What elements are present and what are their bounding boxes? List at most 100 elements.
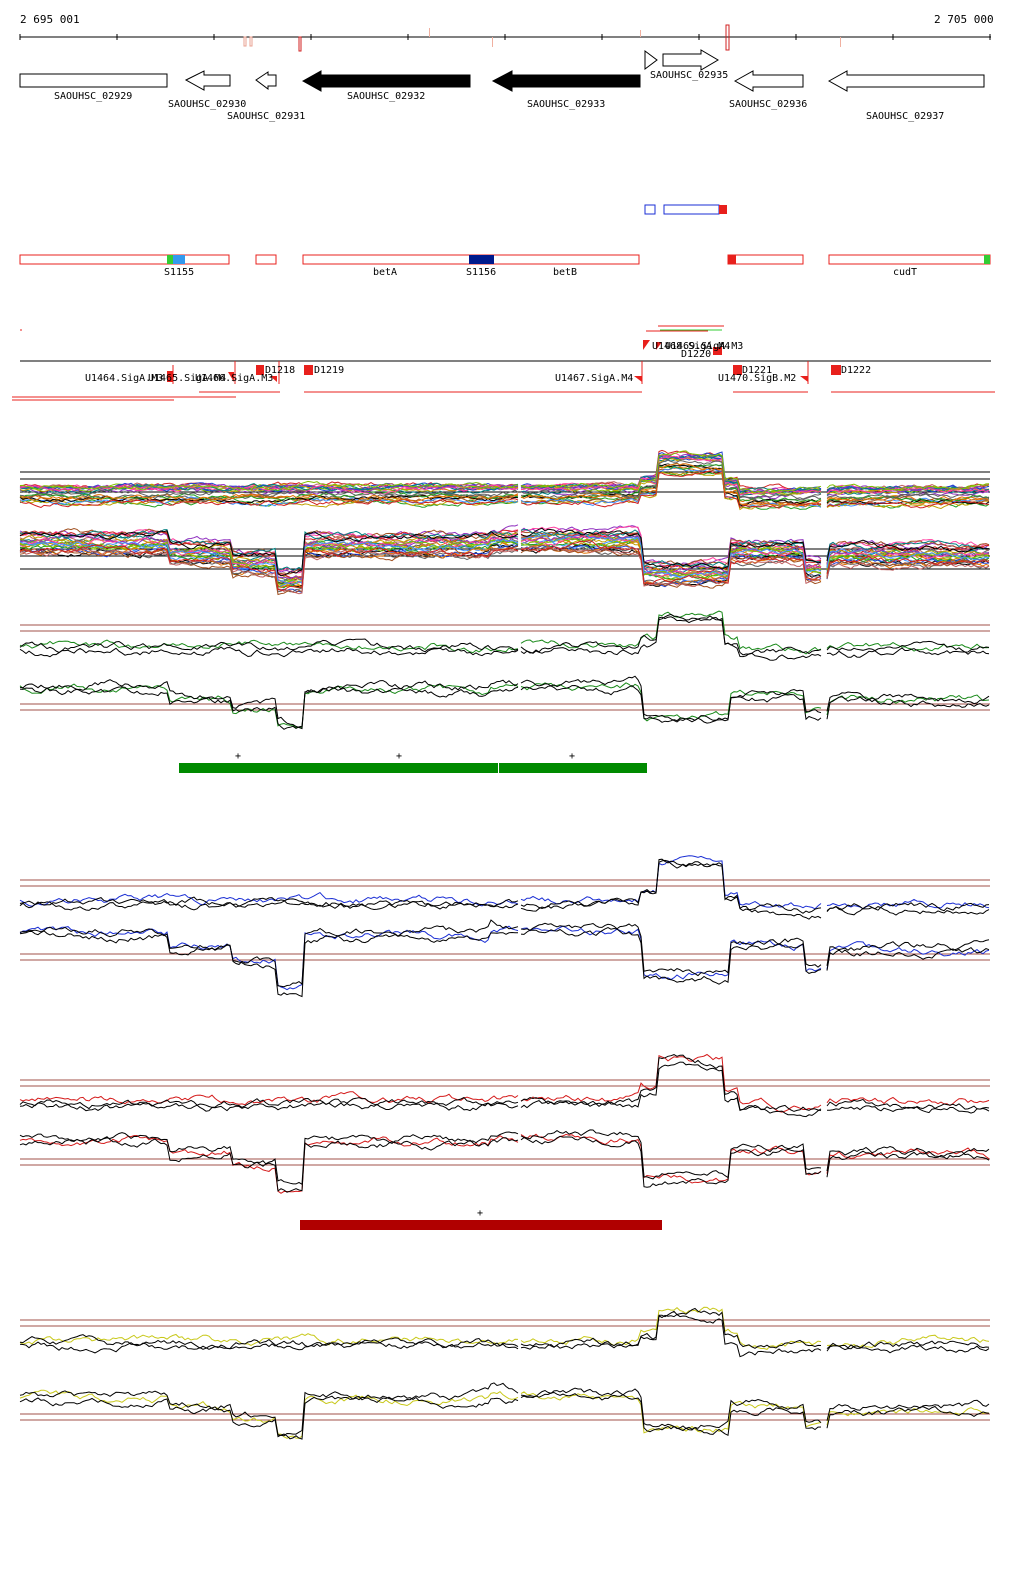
expression-line [19, 919, 519, 988]
gene-label: SAOUHSC_02933 [527, 99, 605, 110]
expression-line [520, 470, 822, 509]
expression-line [19, 1395, 519, 1440]
expression-line [520, 537, 822, 579]
annotation-label: S1156 [466, 267, 496, 278]
gene-label: SAOUHSC_02929 [54, 91, 132, 102]
expression-line [19, 1334, 519, 1351]
expression-line [19, 898, 519, 911]
expression-line [19, 532, 519, 582]
gene-arrow[interactable] [255, 71, 277, 90]
expression-line [826, 642, 990, 652]
expression-line [19, 639, 519, 654]
expression-line [520, 1387, 822, 1432]
expression-line [520, 546, 822, 586]
expression-line [520, 684, 822, 724]
expression-line [520, 1391, 822, 1434]
expression-line [19, 498, 519, 509]
expression-line [826, 487, 990, 494]
expression-line [19, 493, 519, 503]
expression-line [19, 548, 519, 595]
expression-line [19, 544, 519, 591]
feature-label: U1464.SigA.M3 [85, 373, 163, 384]
expression-line [826, 647, 990, 658]
expression-line [826, 539, 989, 562]
gene-arrow[interactable] [19, 73, 168, 88]
expression-line [520, 527, 822, 570]
expression-line [19, 1096, 519, 1110]
expression-line [826, 548, 990, 569]
expression-line [826, 941, 990, 970]
feature-label: U1470.SigB.M2 [718, 373, 796, 384]
expression-line [520, 1306, 822, 1350]
gene-arrow-small[interactable] [644, 50, 658, 70]
expression-line [19, 480, 519, 491]
segment-mark: + [569, 751, 575, 762]
coordinate-ruler [19, 34, 991, 40]
expression-line [826, 946, 990, 971]
expression-line [826, 500, 989, 509]
expression-line [520, 546, 822, 587]
transcript-track [644, 204, 727, 215]
expression-line [826, 1344, 990, 1354]
expression-line [520, 470, 822, 510]
feature-label: D1222 [841, 365, 871, 376]
expression-line [19, 638, 519, 654]
expression-line [826, 540, 990, 559]
gene-arrow[interactable] [827, 70, 985, 92]
gene-arrow[interactable] [733, 70, 804, 92]
expression-line [520, 463, 822, 507]
expression-line [826, 484, 990, 493]
segment-bar-red [300, 1220, 662, 1230]
feature-label: U1466.SigA.M3 [195, 373, 273, 384]
expression-line [826, 1096, 990, 1107]
expression-line [520, 922, 822, 977]
expression-line [520, 1053, 822, 1113]
expression-line [826, 694, 990, 716]
expression-line [520, 1135, 822, 1188]
expression-line [19, 546, 519, 593]
gene-arrow[interactable] [662, 49, 719, 71]
expression-line [826, 1405, 990, 1429]
expression-line [826, 902, 990, 912]
gene-track: SAOUHSC_02929 SAOUHSC_02930 SAOUHSC_0293… [19, 49, 985, 122]
expression-line [826, 552, 990, 569]
expression-line [826, 483, 990, 491]
expression-line [520, 1129, 822, 1180]
expression-line [19, 529, 519, 571]
expression-line [19, 1338, 519, 1354]
expression-traces [19, 449, 990, 1440]
expression-line [520, 454, 822, 495]
expression-line [826, 696, 990, 720]
expression-line [19, 930, 518, 998]
expression-line [19, 683, 519, 729]
expression-line [826, 691, 990, 712]
gene-arrow[interactable] [491, 70, 641, 92]
expression-line [826, 492, 990, 501]
segment-bar-green [179, 763, 498, 773]
expression-line [826, 559, 990, 576]
expression-line [19, 1134, 519, 1194]
expression-line [19, 1382, 519, 1437]
expression-line [19, 534, 519, 581]
expression-line [826, 1407, 990, 1426]
feature-label: D1219 [314, 365, 344, 376]
expression-line [520, 1391, 822, 1437]
expression-line [19, 496, 519, 508]
expression-line [520, 544, 822, 586]
gene-label: SAOUHSC_02932 [347, 91, 425, 102]
expression-line [19, 489, 519, 498]
segment-mark: + [396, 751, 402, 762]
expression-line [19, 528, 519, 574]
gene-label: SAOUHSC_02935 [650, 70, 728, 81]
feature-label: U1468.SigA.M4 [652, 341, 730, 352]
segment-bar-green [499, 763, 647, 773]
gene-arrow[interactable] [184, 70, 231, 91]
expression-line [826, 1340, 990, 1349]
gene-label: SAOUHSC_02931 [227, 111, 305, 122]
gene-arrow[interactable] [301, 70, 471, 92]
expression-line [520, 540, 822, 585]
feature-label: U1469.SigA.M3 [665, 341, 743, 352]
expression-line [19, 491, 519, 503]
expression-line [520, 927, 822, 985]
